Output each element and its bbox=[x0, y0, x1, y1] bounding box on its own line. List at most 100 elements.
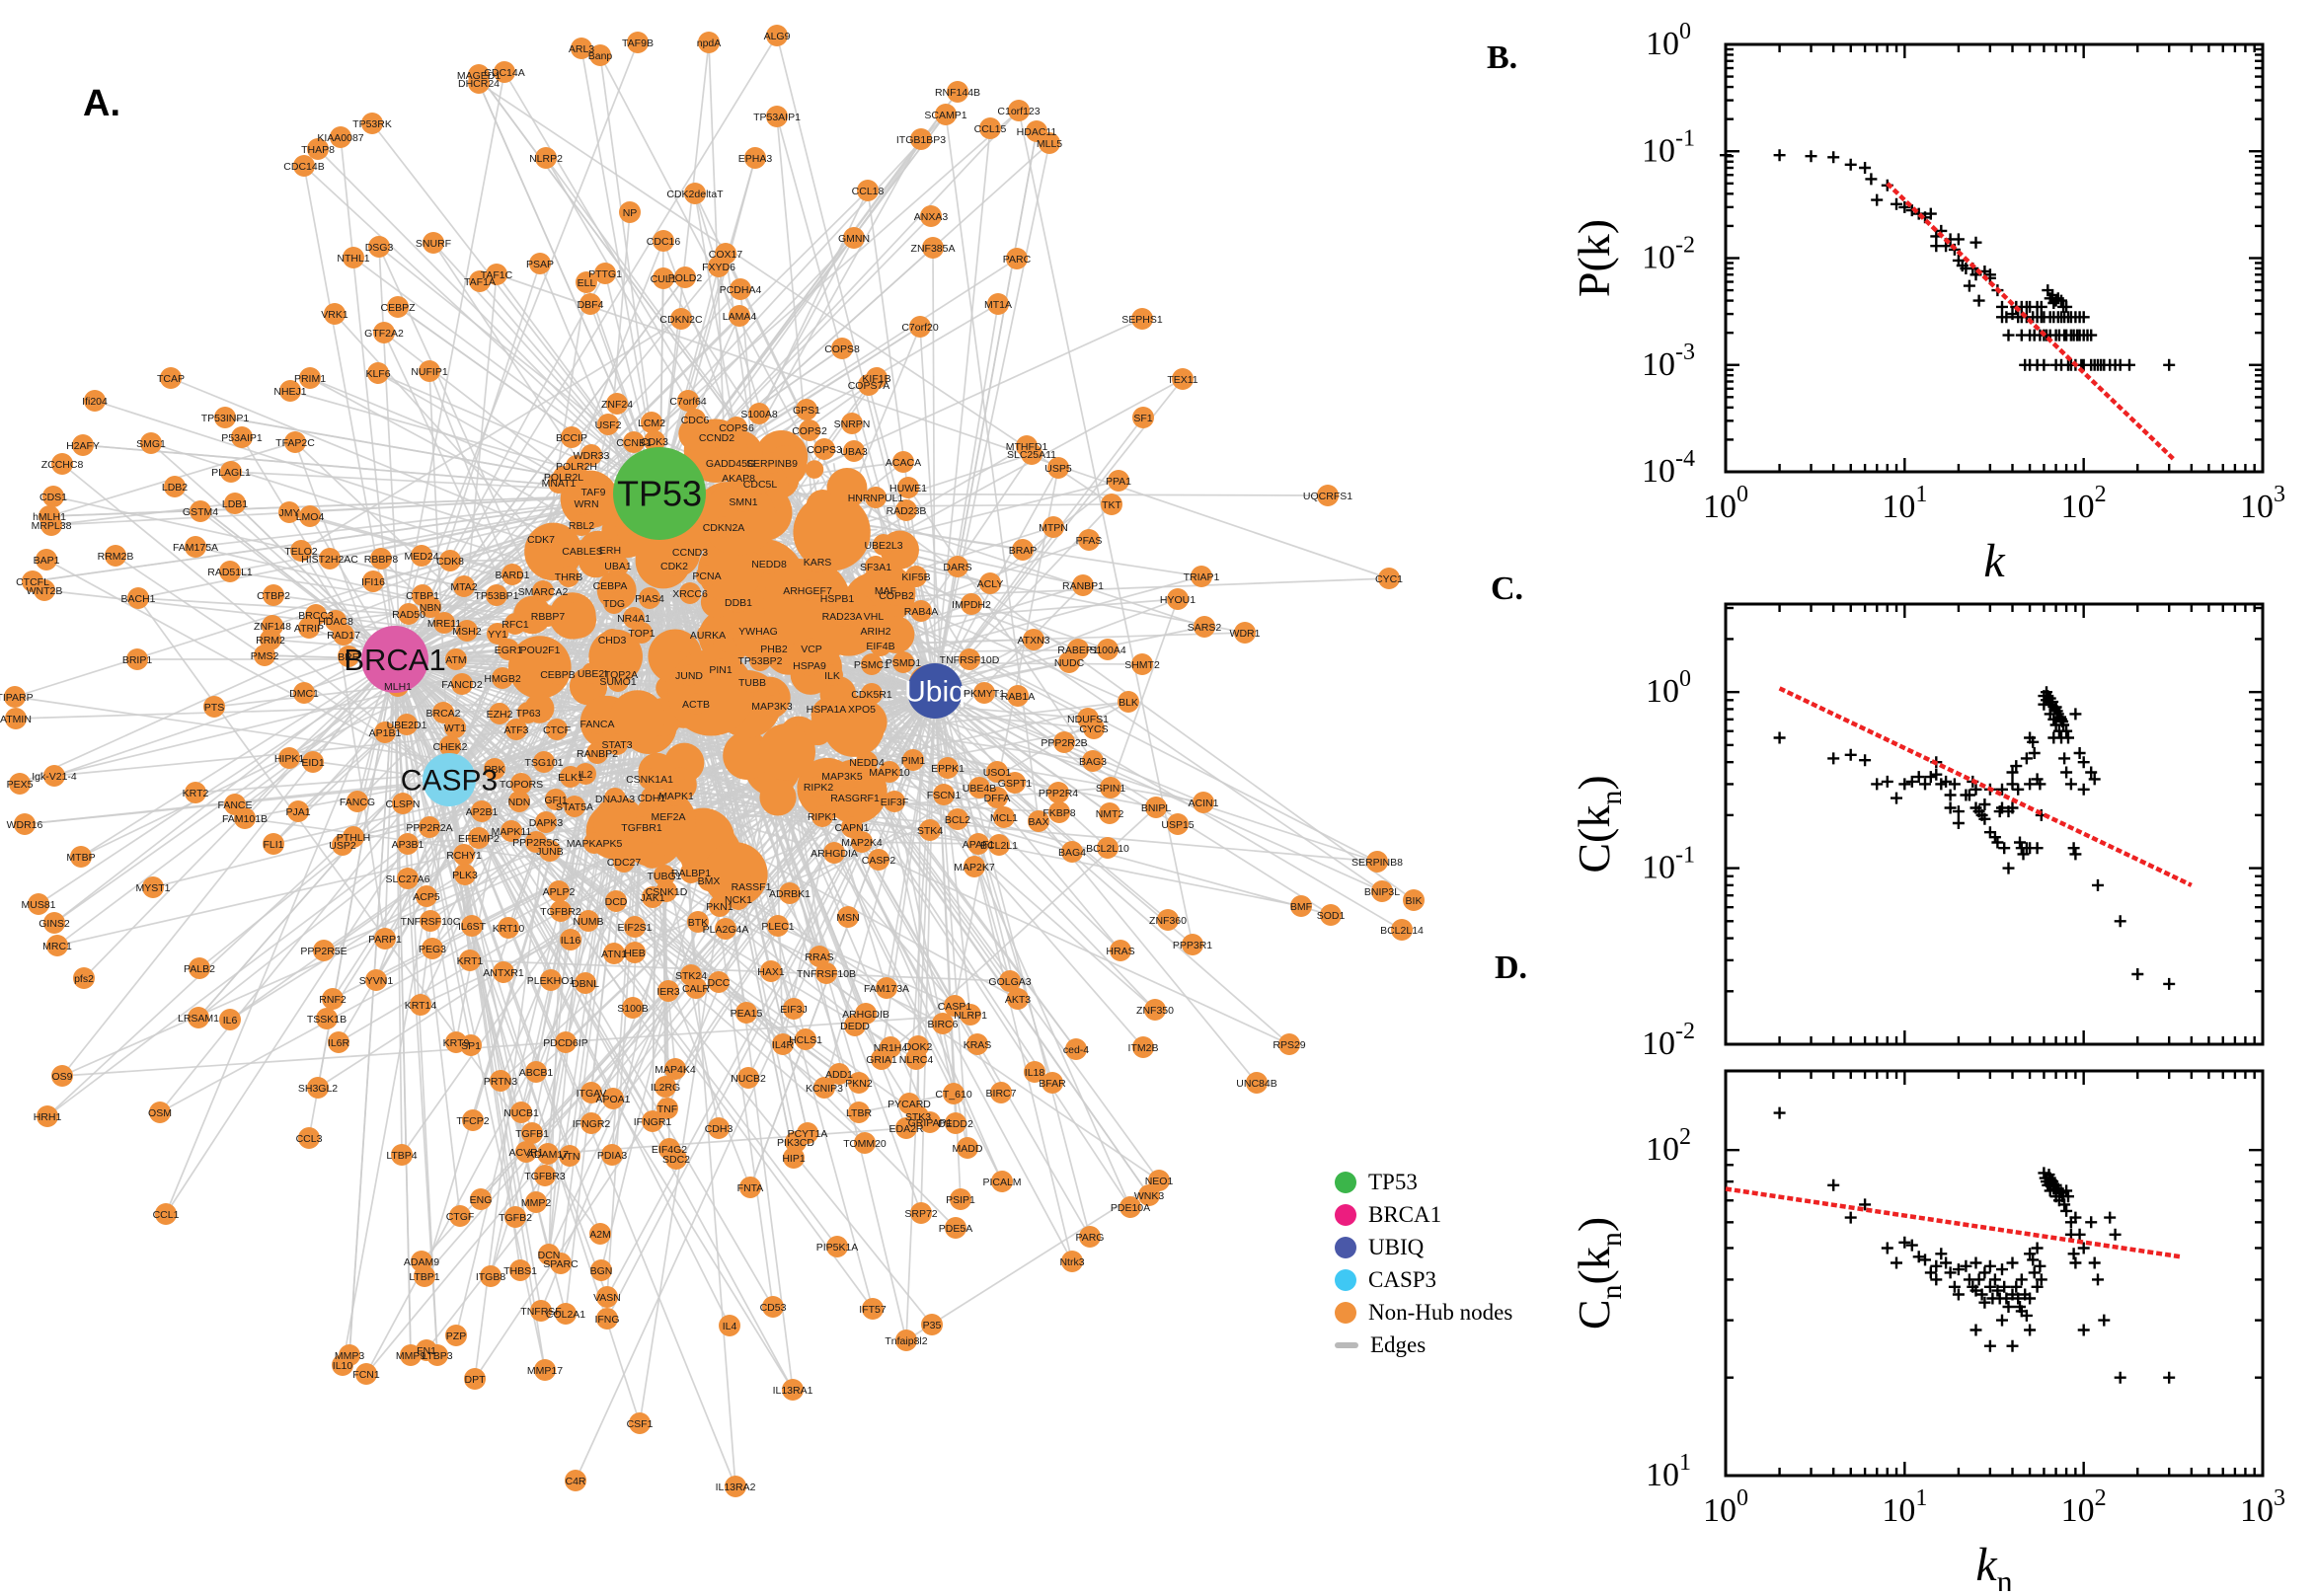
node-label: IER3 bbox=[656, 986, 680, 998]
svg-text:100: 100 bbox=[1646, 19, 1691, 62]
node-label: HUWE1 bbox=[889, 483, 927, 494]
network-node bbox=[1028, 810, 1049, 832]
node-label: IL16 bbox=[561, 935, 581, 947]
node-label: APLP2 bbox=[543, 886, 576, 898]
node-label: TGFBR2 bbox=[540, 906, 581, 918]
node-label: IL18 bbox=[1025, 1067, 1045, 1079]
network-node bbox=[155, 1203, 177, 1225]
node-label: HIPK1 bbox=[274, 753, 305, 765]
network-node bbox=[445, 648, 467, 670]
svg-text:10-4: 10-4 bbox=[1642, 446, 1695, 490]
node-label: MTHFD1 bbox=[1006, 441, 1048, 453]
network-node bbox=[1371, 880, 1393, 902]
network-node bbox=[254, 645, 275, 666]
network-node bbox=[1278, 1033, 1300, 1055]
network-node bbox=[655, 1076, 676, 1098]
node-label: TUBG1 bbox=[647, 871, 681, 882]
node-label: ATRIP bbox=[294, 623, 324, 635]
node-label: KRT9 bbox=[443, 1037, 470, 1049]
svg-text:100: 100 bbox=[1703, 1485, 1748, 1529]
node-label: MAP2K4 bbox=[841, 837, 883, 849]
node-label: PLAGL1 bbox=[211, 467, 251, 479]
node-label: PARP1 bbox=[368, 934, 402, 946]
node-label: PTTG1 bbox=[588, 268, 622, 280]
axis-ticks bbox=[1724, 604, 2265, 1046]
network-node bbox=[575, 763, 596, 785]
network-node bbox=[392, 793, 414, 814]
node-label: WDR1 bbox=[1230, 628, 1261, 640]
node-label: TNFRSF10D bbox=[940, 654, 1000, 666]
node-label: JMY bbox=[279, 507, 300, 519]
node-label: BRAP bbox=[1009, 545, 1038, 557]
network-node bbox=[374, 928, 396, 950]
node-label: PPP2R2B bbox=[1041, 737, 1087, 749]
network-node bbox=[456, 620, 478, 642]
node-label: H2AFY bbox=[66, 440, 100, 452]
node-label: GINS2 bbox=[39, 918, 70, 930]
network-node bbox=[653, 230, 674, 252]
network-node bbox=[811, 805, 833, 827]
network-node bbox=[1131, 653, 1153, 675]
node-label: LTBP3 bbox=[422, 1350, 452, 1362]
network-node bbox=[586, 713, 608, 734]
network-node bbox=[560, 929, 581, 950]
network-node bbox=[492, 667, 513, 689]
node-swatch-icon bbox=[1335, 1269, 1356, 1291]
panel-d-label: D. bbox=[1495, 950, 1528, 986]
network-node bbox=[674, 266, 696, 288]
network-node bbox=[665, 1148, 687, 1170]
network-node bbox=[809, 946, 830, 967]
node-label: TAF9 bbox=[581, 487, 606, 498]
node-label: SERPINB9 bbox=[746, 458, 798, 470]
node-label: NMT2 bbox=[1096, 808, 1124, 820]
node-label: BCL2L14 bbox=[1380, 925, 1424, 937]
node-label: FANCE bbox=[217, 799, 252, 811]
node-label: S100A8 bbox=[740, 409, 778, 420]
node-label: BMF bbox=[1290, 901, 1312, 913]
node-label: HEB bbox=[624, 948, 646, 959]
network-node bbox=[14, 813, 36, 835]
node-label: BIK bbox=[1406, 895, 1423, 907]
network-node bbox=[284, 431, 306, 453]
node-label: MAP4K4 bbox=[655, 1064, 696, 1076]
node-label: HSPB1 bbox=[820, 593, 855, 605]
node-label: GADD45G bbox=[706, 458, 755, 470]
hub-circles bbox=[361, 447, 963, 806]
node-label: IL6R bbox=[328, 1037, 350, 1049]
node-label: PLA2G4A bbox=[703, 924, 749, 936]
network-node bbox=[1167, 813, 1189, 835]
network-node bbox=[1058, 651, 1080, 673]
network-node bbox=[619, 201, 641, 223]
network-node bbox=[1047, 782, 1069, 803]
node-label: KRT14 bbox=[405, 1000, 437, 1012]
network-node bbox=[307, 1077, 329, 1099]
node-label: CDKN2A bbox=[703, 522, 745, 534]
network-node bbox=[498, 639, 519, 660]
node-label: ARIH2 bbox=[861, 626, 891, 638]
network-node bbox=[400, 1344, 422, 1366]
node-label: MMP17 bbox=[527, 1365, 563, 1377]
node-label: SP1 bbox=[461, 1040, 481, 1052]
network-node bbox=[498, 917, 519, 939]
network-node bbox=[1234, 622, 1256, 644]
network-node bbox=[728, 591, 749, 613]
node-label: SARS2 bbox=[1188, 622, 1222, 634]
node-label: WNT2B bbox=[27, 585, 63, 597]
network-node bbox=[607, 670, 629, 692]
node-label: JAK1 bbox=[640, 892, 664, 904]
network-node bbox=[735, 1002, 757, 1024]
network-node bbox=[324, 303, 346, 325]
node-label: SUMO1 bbox=[599, 676, 637, 688]
node-label: YWHAG bbox=[738, 626, 778, 638]
node-label: PCNA bbox=[692, 570, 721, 582]
network-node bbox=[367, 362, 389, 384]
network-node bbox=[534, 1359, 556, 1381]
network-node bbox=[368, 236, 390, 258]
network-node bbox=[373, 322, 395, 343]
node-label: POLR2H bbox=[556, 461, 597, 473]
node-label: TFAP2C bbox=[275, 437, 315, 449]
network-node bbox=[1007, 988, 1029, 1010]
network-node bbox=[343, 247, 364, 268]
node-label: A2M bbox=[589, 1229, 611, 1241]
network-node bbox=[501, 820, 522, 842]
